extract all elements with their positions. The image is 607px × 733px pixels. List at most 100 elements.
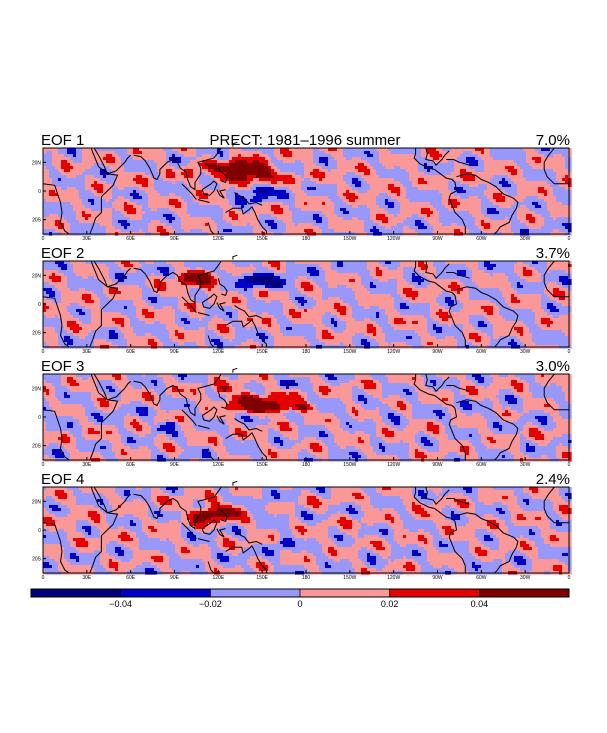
field-cell — [391, 163, 395, 167]
field-cell — [253, 151, 257, 155]
field-cell — [391, 154, 395, 158]
field-cell — [397, 154, 401, 158]
field-cell — [88, 175, 92, 179]
field-cell — [367, 151, 371, 155]
field-cell — [502, 157, 506, 161]
field-cell — [364, 160, 368, 164]
field-cell — [55, 160, 59, 164]
field-cell — [331, 166, 335, 170]
field-cell — [406, 154, 410, 158]
field-cell — [67, 172, 71, 176]
field-cell — [538, 166, 542, 170]
field-cell — [346, 178, 350, 182]
field-cell — [448, 178, 452, 182]
field-cell — [313, 154, 317, 158]
field-cell — [265, 178, 269, 182]
field-cell — [409, 169, 413, 173]
field-cell — [382, 148, 386, 152]
field-cell — [493, 175, 497, 179]
field-cell — [364, 163, 368, 167]
field-cell — [526, 148, 530, 152]
field-cell — [523, 160, 527, 164]
field-cell — [550, 157, 554, 161]
field-cell — [340, 160, 344, 164]
field-cell — [199, 181, 203, 185]
field-cell — [247, 172, 251, 176]
field-cell — [415, 148, 419, 152]
field-cell — [511, 160, 515, 164]
field-cell — [244, 154, 248, 158]
field-cell — [313, 175, 317, 179]
field-cell — [154, 169, 158, 173]
field-cell — [439, 151, 443, 155]
field-cell — [532, 175, 536, 179]
field-cell — [430, 172, 434, 176]
field-cell — [247, 154, 251, 158]
field-cell — [187, 157, 191, 161]
field-cell — [367, 163, 371, 167]
field-cell — [130, 160, 134, 164]
field-cell — [208, 154, 212, 158]
field-cell — [226, 178, 230, 182]
field-cell — [535, 175, 539, 179]
field-cell — [400, 181, 404, 185]
field-cell — [430, 163, 434, 167]
field-cell — [250, 148, 254, 152]
field-cell — [445, 163, 449, 167]
field-cell — [163, 148, 167, 152]
field-cell — [97, 151, 101, 155]
field-cell — [283, 151, 287, 155]
field-cell — [436, 175, 440, 179]
field-cell — [292, 166, 296, 170]
field-cell — [145, 154, 149, 158]
field-cell — [289, 154, 293, 158]
field-cell — [43, 154, 47, 158]
field-cell — [109, 178, 113, 182]
field-cell — [238, 172, 242, 176]
field-cell — [463, 175, 467, 179]
field-cell — [346, 148, 350, 152]
field-cell — [79, 184, 83, 188]
field-cell — [436, 154, 440, 158]
field-cell — [196, 178, 200, 182]
field-cell — [277, 181, 281, 185]
field-cell — [232, 181, 236, 185]
field-cell — [280, 169, 284, 173]
field-cell — [148, 169, 152, 173]
field-cell — [556, 181, 560, 185]
field-cell — [286, 166, 290, 170]
field-cell — [379, 157, 383, 161]
field-cell — [532, 160, 536, 164]
field-cell — [154, 172, 158, 176]
field-cell — [259, 175, 263, 179]
field-cell — [319, 169, 323, 173]
field-cell — [430, 175, 434, 179]
field-cell — [526, 154, 530, 158]
field-cell — [343, 160, 347, 164]
field-cell — [259, 169, 263, 173]
field-cell — [235, 181, 239, 185]
field-cell — [199, 151, 203, 155]
field-cell — [514, 181, 518, 185]
field-cell — [55, 178, 59, 182]
field-cell — [277, 166, 281, 170]
field-cell — [469, 175, 473, 179]
field-cell — [334, 175, 338, 179]
field-cell — [394, 160, 398, 164]
field-cell — [418, 178, 422, 182]
field-cell — [250, 154, 254, 158]
field-cell — [484, 175, 488, 179]
field-cell — [382, 169, 386, 173]
field-cell — [67, 157, 71, 161]
field-cell — [58, 160, 62, 164]
field-cell — [223, 160, 227, 164]
field-cell — [292, 163, 296, 167]
field-cell — [538, 154, 542, 158]
field-cell — [376, 172, 380, 176]
field-cell — [301, 148, 305, 152]
field-cell — [187, 172, 191, 176]
field-cell — [478, 154, 482, 158]
field-cell — [73, 172, 77, 176]
field-cell — [49, 160, 53, 164]
field-cell — [172, 178, 176, 182]
